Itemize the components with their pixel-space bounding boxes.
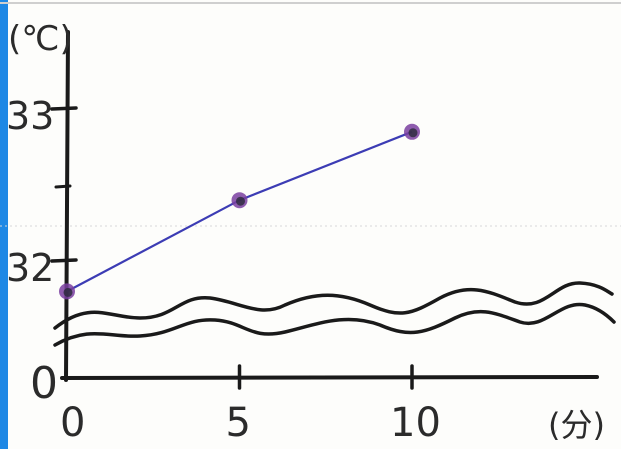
y-minor-tick [54,184,72,189]
y-tick-mark-32 [50,258,78,263]
data-point-0 [59,283,75,300]
y-tick-label-33: 33 [6,94,54,138]
series-group [59,123,420,300]
x-axis [60,375,599,380]
data-point-10 [404,123,420,140]
series-line [66,130,413,293]
y-tick-mark-33 [50,106,78,111]
data-point-5 [231,192,248,209]
x-tick-label-5: 5 [226,400,251,446]
tick-group: 0 5 10 32 33 [6,94,441,446]
origin-label: 0 [30,358,58,409]
x-tick-label-10: 10 [390,400,441,446]
axis-break-lower-line [53,302,616,347]
y-axis-label: (℃) [8,19,73,59]
y-tick-label-32: 32 [6,246,54,290]
x-axis-label: (分) [548,406,605,444]
axis-break-upper-line [53,281,614,330]
x-tick-label-0: 0 [60,400,85,446]
y-axis [64,30,70,382]
left-paper-edge [0,0,8,449]
